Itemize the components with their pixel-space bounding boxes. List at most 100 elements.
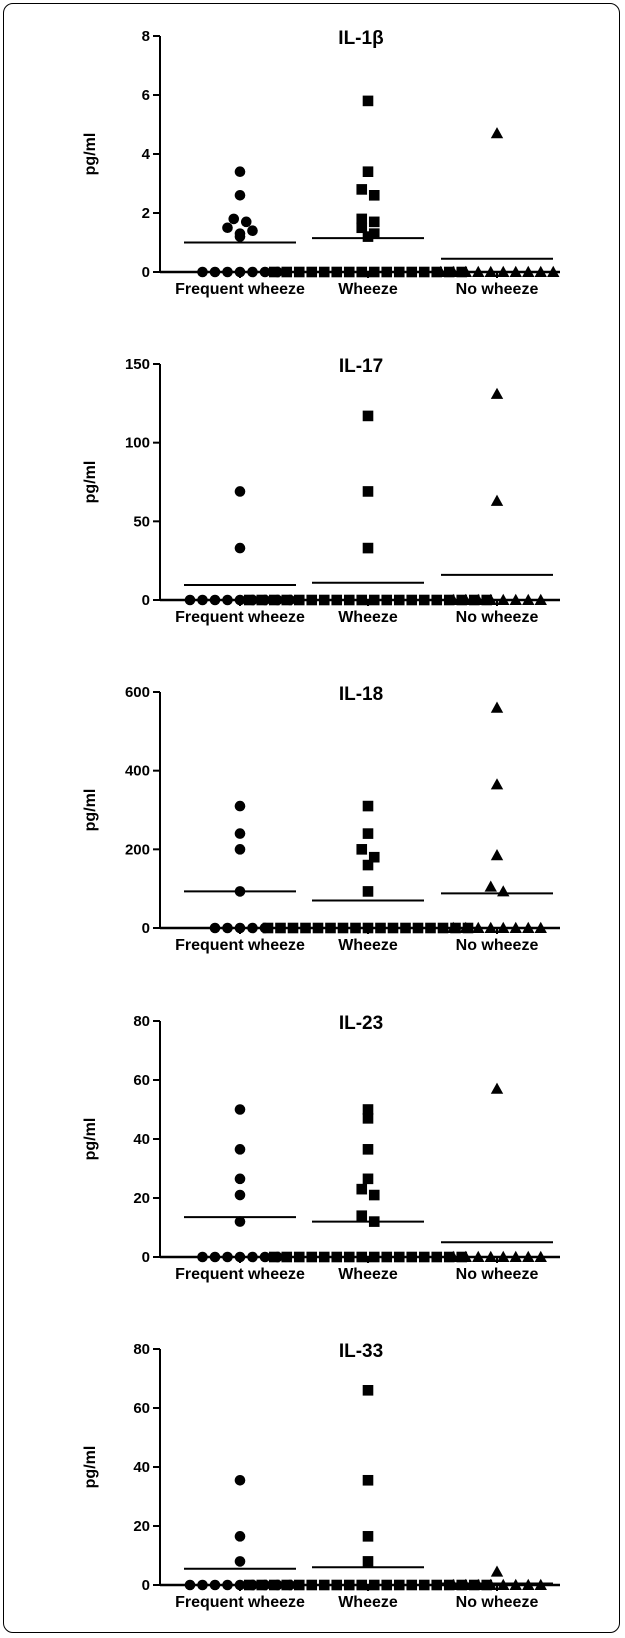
y-tick-label: 80 xyxy=(133,1013,150,1030)
data-point xyxy=(522,265,535,277)
data-point xyxy=(222,1251,233,1263)
data-point xyxy=(362,828,374,839)
data-point xyxy=(484,921,497,933)
data-point xyxy=(234,1251,246,1263)
x-tick-label: Wheeze xyxy=(338,1594,398,1611)
y-tick-label: 40 xyxy=(133,1131,150,1148)
y-tick-label: 0 xyxy=(142,920,150,937)
data-point xyxy=(509,593,522,605)
data-point xyxy=(368,1579,380,1591)
data-point xyxy=(234,1104,246,1115)
y-axis-label: pg/ml xyxy=(82,461,99,504)
data-point xyxy=(368,851,380,863)
data-point xyxy=(484,880,497,892)
y-axis-label: pg/ml xyxy=(82,789,99,832)
y-tick-label: 60 xyxy=(133,1072,150,1089)
chart-title: IL-17 xyxy=(339,356,383,377)
data-point xyxy=(362,166,374,177)
data-point xyxy=(418,266,430,278)
data-point xyxy=(484,1250,497,1262)
data-point xyxy=(293,266,305,278)
data-point xyxy=(406,1579,418,1591)
data-point xyxy=(268,1579,280,1591)
data-point xyxy=(209,266,221,278)
data-point xyxy=(356,213,368,225)
data-point xyxy=(472,265,485,277)
chart-title: IL-23 xyxy=(339,1013,383,1034)
data-point xyxy=(234,486,246,497)
data-point xyxy=(472,921,485,933)
data-point xyxy=(534,921,547,933)
data-point xyxy=(234,800,246,812)
data-point xyxy=(362,486,374,497)
data-point xyxy=(306,1251,318,1263)
data-point xyxy=(222,922,233,934)
data-point xyxy=(362,1474,374,1486)
data-point xyxy=(456,594,468,606)
data-point xyxy=(356,844,368,855)
data-point xyxy=(268,594,280,606)
data-point xyxy=(234,1556,246,1567)
x-tick-label: Wheeze xyxy=(338,937,398,954)
data-point xyxy=(497,885,510,897)
data-point xyxy=(431,1251,443,1263)
data-point xyxy=(240,216,252,228)
data-point xyxy=(490,1565,504,1577)
y-axis-label: pg/ml xyxy=(82,133,99,176)
y-tick-label: 50 xyxy=(133,513,150,530)
data-point xyxy=(362,1173,374,1185)
data-point xyxy=(275,922,286,934)
data-point xyxy=(337,922,349,934)
chart-panel: IL-33 pg/ml 0 20 40 60 80 Frequent wheeze Wheeze… xyxy=(82,1341,560,1611)
data-point xyxy=(393,1579,405,1591)
y-axis-label: pg/ml xyxy=(82,1118,99,1161)
data-point xyxy=(318,594,330,606)
x-tick-label: Wheeze xyxy=(338,1266,398,1283)
y-tick-label: 8 xyxy=(142,28,150,45)
data-point xyxy=(318,1251,330,1263)
data-point xyxy=(234,190,246,201)
chart-panel: IL-17 pg/ml 0 50 100 150 Frequent wheeze Wheeze… xyxy=(82,356,560,626)
data-point xyxy=(368,190,380,201)
data-point xyxy=(350,922,361,934)
y-tick-label: 2 xyxy=(142,205,150,222)
data-point xyxy=(400,922,411,934)
data-point xyxy=(362,1144,374,1155)
x-tick-label: Frequent wheeze xyxy=(175,1266,305,1283)
data-point xyxy=(456,1251,468,1263)
data-point xyxy=(234,1474,246,1486)
data-point xyxy=(234,1216,246,1227)
y-tick-label: 60 xyxy=(133,1400,150,1417)
data-point xyxy=(381,1579,393,1591)
data-point xyxy=(412,922,424,934)
data-point xyxy=(472,1250,485,1262)
data-point xyxy=(234,1173,246,1185)
data-point xyxy=(468,594,480,606)
data-point xyxy=(431,1579,443,1591)
x-tick-label: No wheeze xyxy=(456,281,539,298)
data-point xyxy=(197,1251,208,1263)
y-tick-label: 0 xyxy=(142,1577,150,1594)
data-point xyxy=(368,216,380,228)
data-point xyxy=(443,1251,455,1263)
data-point xyxy=(300,922,311,934)
data-point xyxy=(268,266,280,278)
y-tick-label: 200 xyxy=(125,841,150,858)
data-point xyxy=(534,265,547,277)
data-point xyxy=(362,1556,374,1567)
data-point xyxy=(222,222,233,234)
data-point xyxy=(243,594,255,606)
data-point xyxy=(356,1579,368,1591)
data-point xyxy=(522,921,535,933)
data-point xyxy=(362,231,374,242)
data-point xyxy=(362,1385,374,1396)
data-point xyxy=(356,266,368,278)
data-point xyxy=(343,266,355,278)
data-point xyxy=(381,266,393,278)
data-point xyxy=(484,265,497,277)
data-point xyxy=(331,1251,343,1263)
data-point xyxy=(281,594,293,606)
x-tick-label: No wheeze xyxy=(456,1266,539,1283)
y-tick-label: 40 xyxy=(133,1459,150,1476)
data-point xyxy=(343,1251,355,1263)
